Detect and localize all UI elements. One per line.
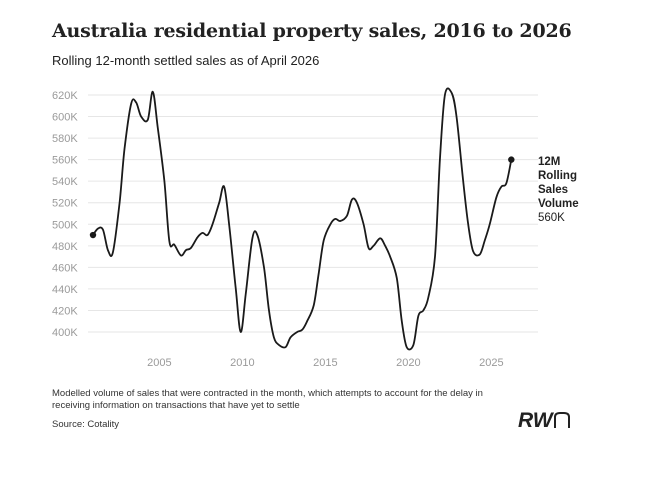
end-point-marker (508, 156, 515, 163)
x-tick-label: 2010 (230, 357, 254, 369)
end-label-line-4: Volume (538, 198, 579, 210)
y-tick-label: 440K (52, 284, 78, 296)
x-tick-label: 2015 (313, 357, 337, 369)
y-tick-label: 600K (52, 112, 78, 124)
y-tick-label: 420K (52, 305, 78, 317)
y-tick-label: 560K (52, 155, 78, 167)
x-tick-label: 2025 (479, 357, 503, 369)
x-tick-label: 2020 (396, 357, 420, 369)
gridlines (88, 94, 538, 333)
y-tick-label: 400K (52, 327, 78, 339)
y-tick-label: 460K (52, 262, 78, 274)
footnote: Modelled volume of sales that were contr… (52, 388, 483, 411)
chart-subtitle: Rolling 12-month settled sales as of Apr… (52, 53, 320, 68)
source-note: Source: Cotality (52, 419, 120, 430)
y-tick-label: 580K (52, 133, 78, 145)
markers (89, 156, 515, 239)
x-tick-label: 2005 (147, 357, 171, 369)
end-label-value: 560K (538, 212, 565, 224)
end-label-line-2: Rolling (538, 170, 577, 182)
series-line (92, 87, 513, 351)
y-tick-label: 620K (52, 90, 78, 102)
y-tick-label: 480K (52, 241, 78, 253)
end-label-line-3: Sales (538, 184, 568, 196)
series-group (92, 87, 513, 351)
x-axis-ticks: 2005 2010 2015 2020 2025 (147, 357, 503, 369)
rwn-logo: RW (518, 409, 570, 432)
y-tick-label: 520K (52, 198, 78, 210)
chart-title: Australia residential property sales, 20… (52, 20, 572, 42)
svg-text:RW: RW (518, 409, 555, 432)
start-point-marker (89, 231, 97, 239)
y-axis-ticks: 400K 420K 440K 460K 480K 500K 520K 540K 560K 580K… (52, 90, 78, 339)
y-tick-label: 540K (52, 176, 78, 188)
y-tick-label: 500K (52, 219, 78, 231)
end-label-line-1: 12M (538, 156, 560, 168)
